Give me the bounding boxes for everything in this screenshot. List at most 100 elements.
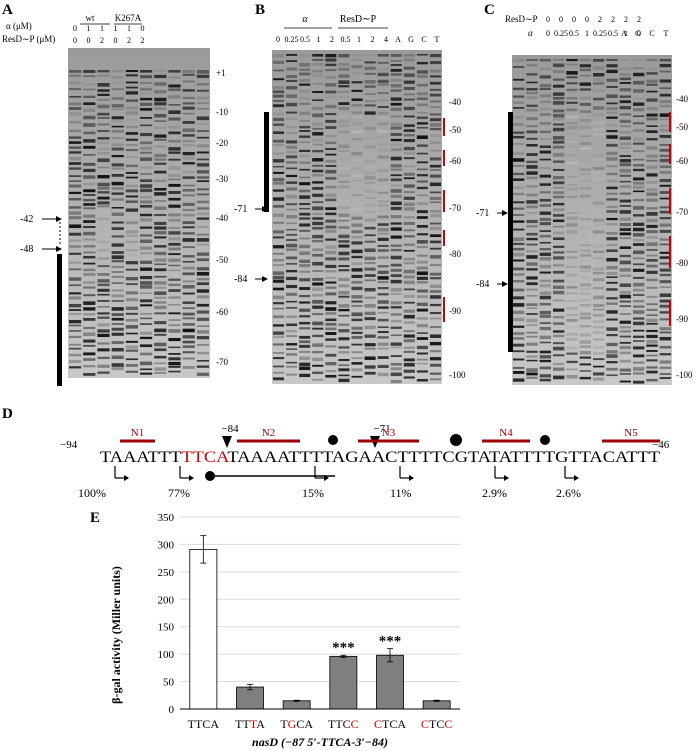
gel-band — [273, 343, 285, 346]
gel-band — [83, 318, 96, 321]
gel-band — [659, 331, 671, 334]
gel-band — [325, 322, 337, 326]
gel-band — [182, 317, 195, 320]
gel-band — [513, 71, 525, 74]
gel-band — [140, 75, 153, 79]
chart-category-label: TTCC — [328, 717, 359, 731]
gel-band — [633, 168, 645, 172]
gel-band — [286, 75, 298, 79]
chart-bar — [376, 654, 404, 710]
gel-band — [390, 174, 402, 177]
gel-band — [125, 319, 138, 322]
gel-band — [390, 68, 402, 72]
panel-b-position: -40 — [449, 97, 461, 107]
gel-band — [69, 129, 82, 133]
gel-band — [539, 326, 551, 331]
gel-band — [97, 98, 110, 101]
gel-band — [390, 60, 402, 62]
gel-band — [566, 307, 578, 310]
gel-band — [312, 371, 324, 375]
gel-band — [619, 232, 631, 236]
gel-band — [325, 270, 337, 273]
gel-band — [646, 117, 658, 121]
gel-band — [416, 254, 428, 257]
gel-band — [154, 206, 167, 210]
gel-band — [403, 301, 415, 304]
gel-band — [593, 59, 605, 62]
gel-band — [416, 332, 428, 334]
gel-band — [83, 75, 96, 78]
gel-band — [539, 84, 551, 88]
panel-a-alpha-value: 1 — [127, 24, 131, 33]
gel-band — [566, 346, 578, 350]
gel-band — [83, 268, 96, 272]
gel-band — [312, 63, 324, 66]
gel-band — [579, 199, 591, 203]
gel-band — [390, 248, 402, 252]
gel-band — [390, 268, 402, 272]
gel-band — [526, 212, 538, 214]
gel-band — [659, 262, 671, 265]
gel-band — [513, 273, 525, 276]
gel-band — [377, 264, 389, 268]
gel-band — [154, 179, 167, 183]
gel-band — [168, 117, 181, 121]
gel-band — [69, 216, 82, 220]
gel-band — [390, 274, 402, 278]
gel-band — [566, 126, 578, 130]
gel-band — [593, 244, 605, 248]
gel-band — [312, 169, 324, 173]
gel-band — [633, 108, 645, 112]
gel-band — [140, 336, 153, 340]
gel-band — [619, 268, 631, 272]
chart-ytick-label: 0 — [169, 704, 175, 716]
gel-band — [513, 143, 525, 145]
gel-band — [539, 174, 551, 178]
gel-band — [539, 366, 551, 370]
gel-band — [182, 266, 195, 270]
gel-band — [619, 131, 631, 134]
gel-band — [299, 356, 311, 361]
gel-band — [659, 178, 671, 183]
gel-band — [566, 375, 578, 379]
gel-band — [140, 213, 153, 217]
gel-band — [633, 129, 645, 133]
gel-band — [312, 293, 324, 297]
gel-band — [579, 265, 591, 269]
gel-band — [619, 368, 631, 372]
gel-band — [646, 286, 658, 289]
gel-band — [579, 74, 591, 77]
gel-band — [97, 137, 110, 140]
gel-band — [273, 152, 285, 155]
gel-band — [579, 218, 591, 221]
gel-band — [140, 252, 153, 255]
gel-band — [312, 127, 324, 130]
gel-band — [196, 96, 209, 100]
gel-band — [579, 363, 591, 366]
gel-band — [69, 277, 82, 281]
gel-band — [338, 54, 350, 58]
gel-band — [553, 219, 565, 223]
gel-band — [403, 87, 415, 90]
gel-band — [325, 374, 337, 378]
gel-band — [154, 312, 167, 315]
gel-band — [351, 151, 363, 156]
gel-band — [606, 266, 618, 270]
gel-band — [351, 274, 363, 279]
gel-band — [364, 279, 376, 282]
gel-band — [390, 89, 402, 92]
gel-band — [69, 81, 82, 85]
gel-band — [619, 205, 631, 207]
chart-ytick-label: 300 — [158, 539, 175, 551]
gel-band — [364, 287, 376, 292]
gel-band — [429, 174, 441, 178]
gel-band — [286, 67, 298, 71]
gel-band — [390, 184, 402, 187]
gel-band — [111, 317, 124, 321]
gel-band — [364, 152, 376, 156]
gel-band — [182, 345, 195, 348]
gel-band — [273, 69, 285, 72]
gel-band — [403, 350, 415, 353]
gel-band — [553, 367, 565, 371]
panel-c-protection-bar — [508, 112, 513, 352]
